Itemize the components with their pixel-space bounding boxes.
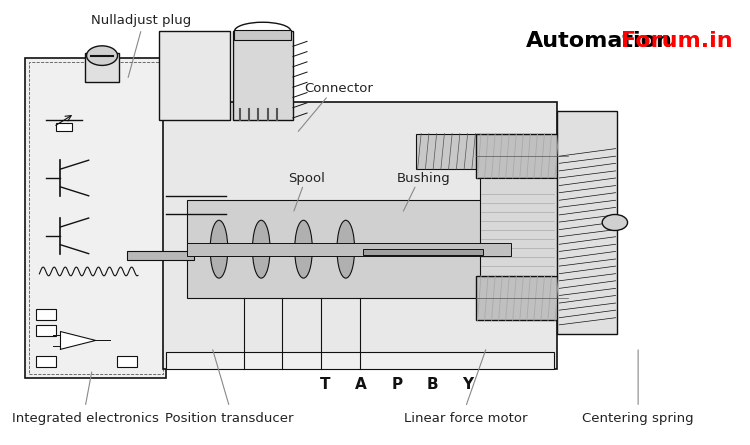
- Bar: [188, 200, 497, 298]
- Bar: [233, 31, 293, 120]
- Bar: [128, 251, 194, 260]
- Text: Position transducer: Position transducer: [165, 412, 294, 425]
- Bar: [416, 134, 480, 169]
- Text: Forum.in: Forum.in: [620, 31, 732, 51]
- Circle shape: [602, 214, 628, 231]
- Bar: [56, 123, 73, 131]
- Ellipse shape: [337, 220, 355, 278]
- Text: Connector: Connector: [304, 82, 374, 96]
- Text: Nulladjust plug: Nulladjust plug: [92, 13, 191, 27]
- Text: Y: Y: [462, 377, 473, 392]
- Text: Centering spring: Centering spring: [582, 412, 694, 425]
- Bar: [159, 31, 230, 120]
- Bar: [36, 356, 56, 367]
- Bar: [476, 276, 568, 320]
- Bar: [36, 309, 56, 320]
- Circle shape: [86, 46, 118, 65]
- Bar: [163, 102, 557, 369]
- Ellipse shape: [295, 220, 312, 278]
- Ellipse shape: [253, 220, 270, 278]
- Text: Linear force motor: Linear force motor: [404, 412, 527, 425]
- Text: T: T: [320, 377, 330, 392]
- Bar: [117, 356, 136, 367]
- Ellipse shape: [210, 220, 228, 278]
- Bar: [235, 30, 291, 40]
- Bar: [476, 134, 568, 178]
- Text: Spool: Spool: [289, 171, 326, 185]
- Text: Automation: Automation: [526, 31, 672, 51]
- Bar: [557, 111, 617, 334]
- Text: A: A: [356, 377, 368, 392]
- Bar: [86, 53, 119, 82]
- Bar: [28, 62, 163, 374]
- Bar: [480, 178, 557, 276]
- Bar: [166, 352, 554, 369]
- Bar: [26, 58, 166, 378]
- Polygon shape: [61, 332, 96, 349]
- Bar: [364, 249, 483, 255]
- Text: Bushing: Bushing: [397, 171, 450, 185]
- Bar: [36, 325, 56, 336]
- Text: Integrated electronics: Integrated electronics: [12, 412, 158, 425]
- Text: B: B: [427, 377, 438, 392]
- Bar: [188, 243, 512, 256]
- Text: P: P: [392, 377, 403, 392]
